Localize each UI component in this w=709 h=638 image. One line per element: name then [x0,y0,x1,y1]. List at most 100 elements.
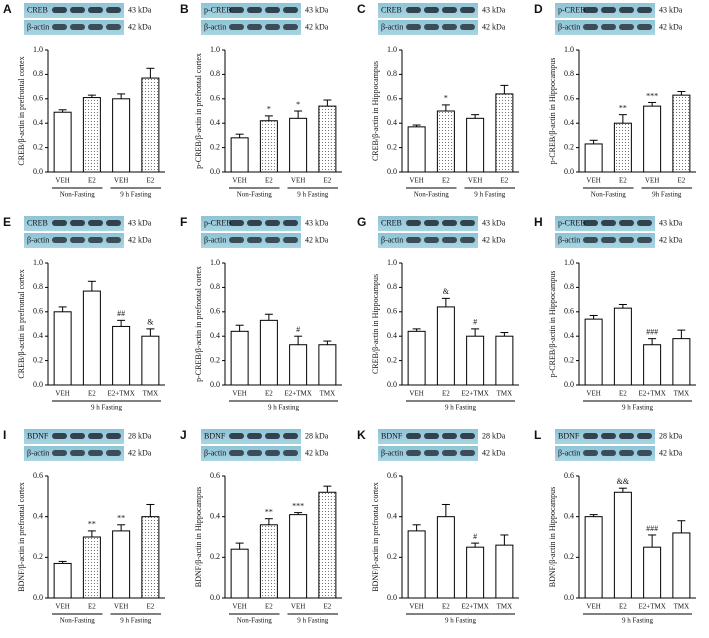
error-bar [323,485,332,493]
y-tick-label: 0.4 [564,331,574,340]
group-label: Non-Fasting [414,191,450,199]
y-tick-label: 0.4 [387,118,397,127]
x-tick-label: E2+TMX [107,390,134,398]
blot-band [619,450,634,456]
blot-band [424,220,439,226]
x-tick-label: E2+TMX [638,390,665,398]
error-bar [618,487,627,493]
blot-size: 28 kDa [659,431,683,440]
blot-size: 42 kDa [659,22,683,31]
y-tick-label: 0.0 [33,380,43,389]
y-tick-label: 0.2 [387,142,397,151]
blot-band [88,24,103,30]
y-tick-label: 0.0 [387,380,397,389]
y-tick-label: 0.6 [210,471,220,480]
error-bar [618,303,627,309]
blot-band [106,7,121,13]
bar [112,98,131,173]
blot-label: CREB [381,5,402,14]
y-tick-label: 0.6 [564,307,574,316]
blot-label: p-CREB [204,218,232,227]
blot-band [247,433,262,439]
y-axis-label: p-CREB/β-actin in prefrontal cortex [194,53,203,169]
y-tick-label: 0.2 [564,142,574,151]
bar [466,117,485,173]
error-bar [264,313,273,321]
y-tick-label: 0.0 [33,593,43,602]
bar [584,318,603,386]
bar [643,105,662,173]
blot-label: BDNF [558,431,580,440]
x-tick-label: VEH [586,603,600,611]
blot-band [442,220,457,226]
blot-band [583,7,598,13]
blot-label: CREB [27,5,48,14]
error-bar [589,514,598,517]
blot-band [70,450,85,456]
y-axis-label: CREB/β-actin in Hippocampus [371,61,380,161]
blot-band [442,237,457,243]
blot-label: β-actin [381,448,403,457]
y-tick-label: 0.4 [33,511,43,520]
blot-size: 42 kDa [128,448,152,457]
blot-band [247,450,262,456]
group-label: 9 h Fasting [297,617,329,625]
x-tick-label: TMX [497,390,513,398]
error-bar [677,329,686,339]
blot-band [52,7,67,13]
y-tick-label: 0.8 [387,282,397,291]
y-axis-label: p-CREB/β-actin in Hippocampus [548,58,557,165]
blot-band [247,220,262,226]
error-bar [471,114,480,119]
bar [53,111,72,173]
blot-band [460,450,475,456]
blot-label: β-actin [381,235,403,244]
blot-band [601,433,616,439]
y-tick-label: 0.6 [33,307,43,316]
panel-letter: F [180,215,187,229]
blot-band [106,433,121,439]
y-tick-label: 0.2 [33,355,43,364]
x-tick-label: VEH [409,177,423,185]
error-bar [87,530,96,537]
group-label: 9 h Fasting [622,617,654,625]
blot-size: 42 kDa [482,22,506,31]
error-bar [87,280,96,292]
significance-mark: # [473,532,477,541]
blot-band [229,237,244,243]
bar [495,93,514,173]
blot-band [88,433,103,439]
group-label: 9 h Fasting [297,191,329,199]
group-label: Non-Fasting [60,191,96,199]
blot-label: CREB [381,218,402,227]
panel: K BDNF 28 kDa β-actin 42 kDa 0.0 0.2 0.4 0.6 BDNF… [357,428,519,625]
x-tick-label: E2 [88,603,96,611]
x-tick-label: VEH [55,390,69,398]
y-tick-label: 0.0 [564,593,574,602]
x-tick-label: VEH [55,603,69,611]
blot-size: 43 kDa [305,5,329,14]
y-axis-label: CREB/β-actin in prefrontal cortex [17,56,26,165]
blot-band [265,450,280,456]
blot-size: 28 kDa [305,431,329,440]
y-tick-label: 1.0 [387,258,397,267]
y-tick-label: 0.0 [387,593,397,602]
blot-label: BDNF [381,431,403,440]
y-axis-label: p-CREB/β-actin in Hippocampus [548,271,557,378]
blot-label: β-actin [381,22,403,31]
blot-band [460,237,475,243]
bar [584,516,603,599]
x-tick-label: VEH [114,177,128,185]
panel: A CREB 43 kDa β-actin 42 kDa 0.0 0.2 0.4 0.6 0.8 1… [3,2,165,199]
group-label: Non-Fasting [237,191,273,199]
x-tick-label: VEH [55,177,69,185]
error-bar [441,104,450,111]
y-tick-label: 0.6 [564,94,574,103]
blot-band [52,450,67,456]
x-tick-label: VEH [114,603,128,611]
x-tick-label: VEH [291,177,305,185]
blot-band [265,433,280,439]
x-tick-label: E2+TMX [638,603,665,611]
blot-band [601,7,616,13]
